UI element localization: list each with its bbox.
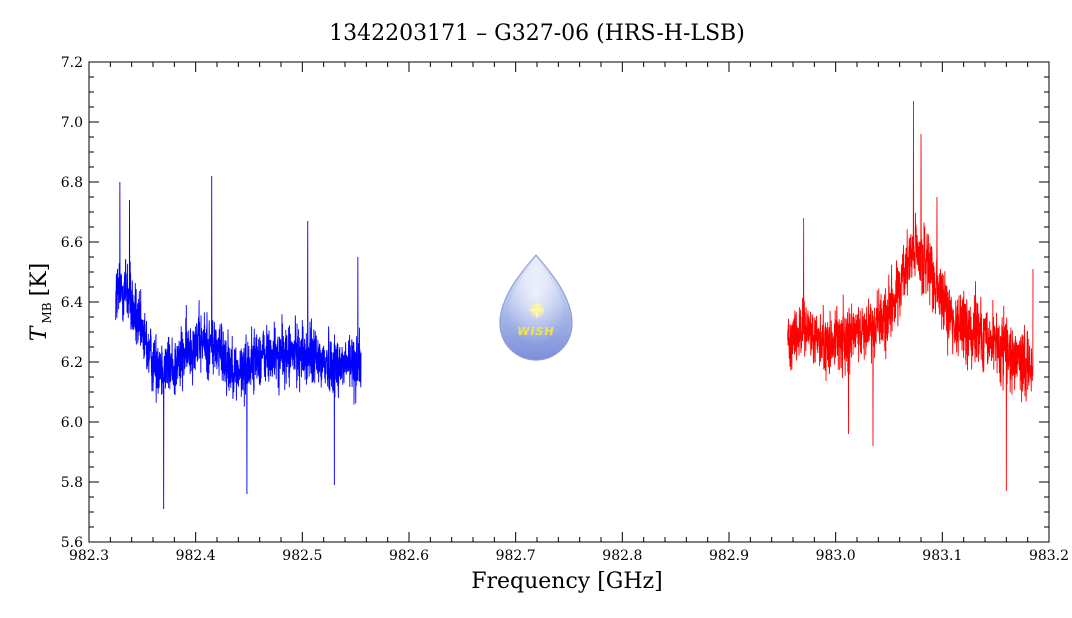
x-tick-label: 983.0 (816, 548, 856, 564)
y-tick-label: 6.0 (61, 415, 83, 431)
chart-title: 1342203171 – G327-06 (HRS-H-LSB) (329, 21, 745, 46)
spectrum-series-1 (115, 175, 362, 510)
y-tick-label: 7.0 (61, 115, 83, 131)
x-tick-label: 983.1 (922, 548, 962, 564)
y-axis-unit: [K] (27, 263, 52, 297)
y-tick-label: 6.4 (61, 295, 83, 311)
x-tick-label: 982.6 (389, 548, 429, 564)
y-tick-label: 6.6 (61, 235, 83, 251)
x-axis-label: Frequency [GHz] (471, 569, 663, 594)
y-tick-label: 5.8 (61, 475, 83, 491)
y-tick-label: 5.6 (61, 535, 83, 551)
x-tick-label: 982.4 (176, 548, 216, 564)
y-axis-label: TMB [K] (27, 263, 54, 341)
star-icon (528, 301, 546, 319)
wish-logo: WISH (499, 254, 573, 361)
y-axis-symbol: T (27, 324, 52, 341)
series-layer (115, 100, 1034, 510)
x-tick-label: 982.5 (282, 548, 322, 564)
y-tick-label: 6.8 (61, 175, 83, 191)
x-tick-label: 982.9 (709, 548, 749, 564)
x-tick-label: 982.8 (602, 548, 642, 564)
x-tick-label: 982.7 (496, 548, 536, 564)
logo-text: WISH (517, 325, 554, 338)
y-axis-subscript: MB (40, 302, 54, 323)
x-axis: 982.3 982.4 982.5 982.6 982.7 982.8 982.9 983.0… (69, 62, 1069, 564)
y-axis: 5.6 5.8 6.0 6.2 6.4 6.6 6.8 7.0 7.2 (61, 55, 1049, 551)
x-tick-label: 983.2 (1029, 548, 1069, 564)
spectrum-series-2 (787, 100, 1034, 492)
y-tick-label: 7.2 (61, 55, 83, 71)
y-tick-label: 6.2 (61, 355, 83, 371)
plot-frame (88, 61, 1050, 543)
x-tick-label: 982.3 (69, 548, 109, 564)
